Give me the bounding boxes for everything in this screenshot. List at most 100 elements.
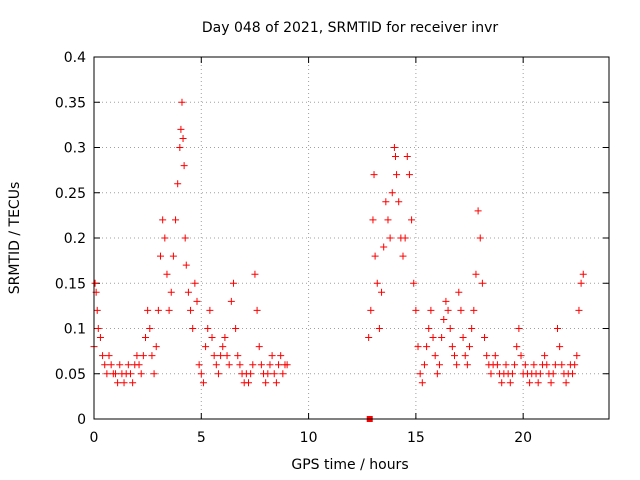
data-point xyxy=(142,334,149,342)
data-point xyxy=(229,279,237,287)
data-point xyxy=(418,379,426,387)
data-point xyxy=(493,361,501,369)
data-point xyxy=(251,270,259,278)
data-point xyxy=(221,334,229,342)
data-point xyxy=(442,297,450,305)
data-point xyxy=(429,334,437,342)
data-point xyxy=(214,370,222,378)
data-point xyxy=(431,352,439,360)
data-point xyxy=(491,352,499,360)
data-point xyxy=(210,352,218,360)
data-point xyxy=(93,306,101,314)
data-point xyxy=(91,279,99,287)
data-point xyxy=(234,352,242,360)
data-point xyxy=(463,361,471,369)
data-point xyxy=(427,306,435,314)
data-point xyxy=(197,370,205,378)
data-point xyxy=(101,361,109,369)
y-tick-label: 0.25 xyxy=(55,186,86,202)
plot-frame xyxy=(93,56,610,420)
data-point xyxy=(408,216,416,224)
data-point xyxy=(481,334,489,342)
data-point xyxy=(253,306,261,314)
data-point xyxy=(167,288,175,296)
data-point xyxy=(150,370,158,378)
data-point xyxy=(569,370,577,378)
data-point xyxy=(219,343,227,351)
data-point xyxy=(373,279,381,287)
y-tick-label: 0.35 xyxy=(55,95,86,111)
data-point xyxy=(177,125,185,133)
data-point xyxy=(384,216,392,224)
data-point xyxy=(217,352,225,360)
data-point xyxy=(466,343,474,351)
data-point xyxy=(470,306,478,314)
data-point xyxy=(146,325,154,332)
data-point xyxy=(575,306,583,314)
grid xyxy=(94,57,609,419)
data-point xyxy=(530,361,538,369)
data-point xyxy=(120,379,128,387)
data-point xyxy=(270,370,278,378)
data-point xyxy=(395,198,403,206)
data-point xyxy=(182,261,190,269)
data-point xyxy=(453,361,461,369)
x-axis-label: GPS time / hours xyxy=(291,457,408,473)
data-point xyxy=(133,352,141,360)
data-point xyxy=(144,306,152,314)
x-tick-label: 0 xyxy=(90,430,99,446)
data-point xyxy=(474,207,482,215)
data-point xyxy=(558,361,566,369)
chart-title: Day 048 of 2021, SRMTID for receiver inv… xyxy=(202,20,498,36)
data-point xyxy=(455,288,463,296)
data-point xyxy=(414,343,422,351)
data-point xyxy=(433,370,441,378)
data-point xyxy=(543,361,551,369)
data-point xyxy=(554,325,561,332)
data-point xyxy=(189,325,197,332)
data-point xyxy=(165,306,173,314)
data-point xyxy=(193,297,201,305)
data-point xyxy=(249,361,257,369)
data-point xyxy=(247,370,255,378)
data-point xyxy=(268,352,276,360)
data-point xyxy=(129,379,137,387)
data-point xyxy=(577,279,585,287)
data-point xyxy=(547,379,555,387)
x-tick-label: 20 xyxy=(514,430,532,446)
data-point xyxy=(573,352,581,360)
data-point xyxy=(508,370,516,378)
data-point xyxy=(255,343,263,351)
data-point xyxy=(169,252,177,260)
data-point xyxy=(579,270,587,278)
data-point xyxy=(257,361,265,369)
data-point xyxy=(148,352,156,360)
data-point xyxy=(405,171,413,179)
data-point xyxy=(272,379,280,387)
data-point xyxy=(223,352,231,360)
data-point xyxy=(275,361,283,369)
data-point xyxy=(204,325,212,332)
data-point xyxy=(266,361,274,369)
data-point xyxy=(526,379,534,387)
x-tick-label: 15 xyxy=(407,430,425,446)
y-tick-label: 0.1 xyxy=(64,322,86,338)
data-point xyxy=(410,279,418,287)
data-point xyxy=(487,370,495,378)
data-point xyxy=(388,189,396,197)
data-point xyxy=(498,379,506,387)
data-point xyxy=(161,234,169,242)
y-tick-label: 0.05 xyxy=(55,367,86,383)
data-point xyxy=(556,343,564,351)
data-point xyxy=(386,234,394,242)
data-point xyxy=(416,370,424,378)
data-point xyxy=(541,352,549,360)
data-point xyxy=(180,162,188,170)
data-point xyxy=(107,361,115,369)
data-point xyxy=(139,352,147,360)
data-point xyxy=(378,288,386,296)
data-point xyxy=(191,279,199,287)
data-point xyxy=(502,361,510,369)
data-point xyxy=(382,198,390,206)
y-tick-label: 0 xyxy=(77,412,86,428)
